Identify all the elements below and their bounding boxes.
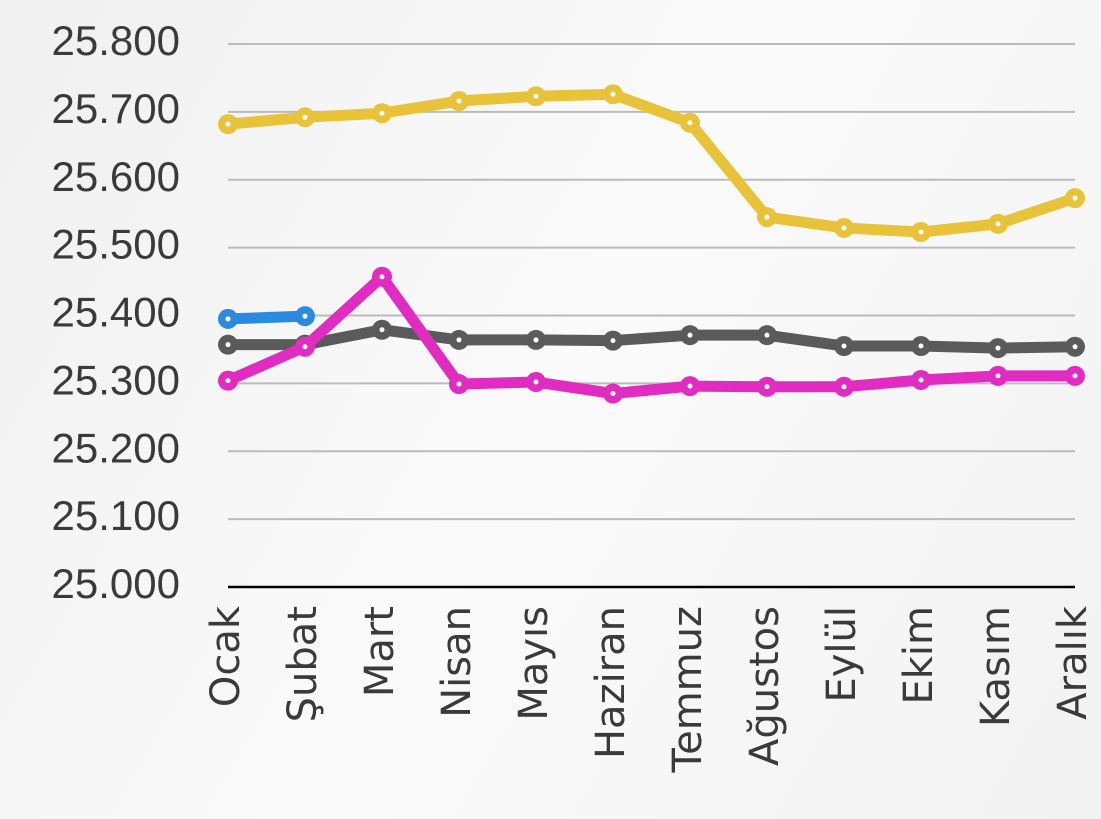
marker-dot <box>610 391 616 397</box>
marker-dot <box>302 114 308 120</box>
y-tick-label: 25.800 <box>52 17 180 64</box>
y-tick-label: 25.600 <box>52 153 180 200</box>
x-tick-label: Nisan <box>434 606 480 718</box>
marker-dot <box>687 120 693 126</box>
marker-dot <box>456 98 462 104</box>
marker-dot <box>1072 373 1078 379</box>
x-tick-label: Eylül <box>819 606 865 703</box>
x-tick-label: Ekim <box>896 606 942 705</box>
marker-dot <box>225 316 231 322</box>
y-tick-label: 25.100 <box>52 492 180 539</box>
x-tick-label: Temmuz <box>665 606 711 774</box>
marker-dot <box>1072 344 1078 350</box>
marker-dot <box>610 338 616 344</box>
marker-dot <box>687 383 693 389</box>
x-tick-label: Şubat <box>280 606 326 722</box>
marker-dot <box>764 332 770 338</box>
y-tick-label: 25.000 <box>52 560 180 607</box>
marker-dot <box>918 343 924 349</box>
marker-dot <box>225 121 231 127</box>
y-tick-label: 25.700 <box>52 85 180 132</box>
marker-dot <box>764 384 770 390</box>
y-tick-label: 25.200 <box>52 424 180 471</box>
marker-dot <box>995 221 1001 227</box>
marker-dot <box>918 377 924 383</box>
marker-dot <box>225 342 231 348</box>
series-line <box>222 88 1081 238</box>
marker-dot <box>687 332 693 338</box>
marker-dot <box>995 373 1001 379</box>
x-tick-label: Kasım <box>973 606 1019 727</box>
marker-dot <box>456 381 462 387</box>
y-tick-label: 25.400 <box>52 289 180 336</box>
marker-dot <box>610 91 616 97</box>
marker-dot <box>225 378 231 384</box>
marker-dot <box>841 343 847 349</box>
marker-dot <box>379 110 385 116</box>
marker-dot <box>764 214 770 220</box>
marker-dot <box>302 344 308 350</box>
marker-dot <box>841 384 847 390</box>
marker-dot <box>379 274 385 280</box>
marker-dot <box>302 313 308 319</box>
series-line <box>222 324 1081 354</box>
x-tick-label: Mart <box>357 606 403 697</box>
x-tick-label: Haziran <box>588 606 634 759</box>
marker-dot <box>533 93 539 99</box>
series-line <box>222 271 1081 400</box>
marker-dot <box>1072 195 1078 201</box>
marker-dot <box>456 337 462 343</box>
marker-dot <box>533 337 539 343</box>
marker-dot <box>918 229 924 235</box>
marker-dot <box>533 379 539 385</box>
marker-dot <box>379 327 385 333</box>
marker-dot <box>995 345 1001 351</box>
y-tick-label: 25.300 <box>52 356 180 403</box>
x-tick-label: Aralık <box>1050 605 1096 720</box>
x-tick-label: Ağustos <box>742 606 788 766</box>
series-line <box>222 310 311 325</box>
x-tick-label: Ocak <box>203 605 249 707</box>
y-tick-label: 25.500 <box>52 221 180 268</box>
marker-dot <box>841 225 847 231</box>
x-tick-label: Mayıs <box>511 606 557 721</box>
